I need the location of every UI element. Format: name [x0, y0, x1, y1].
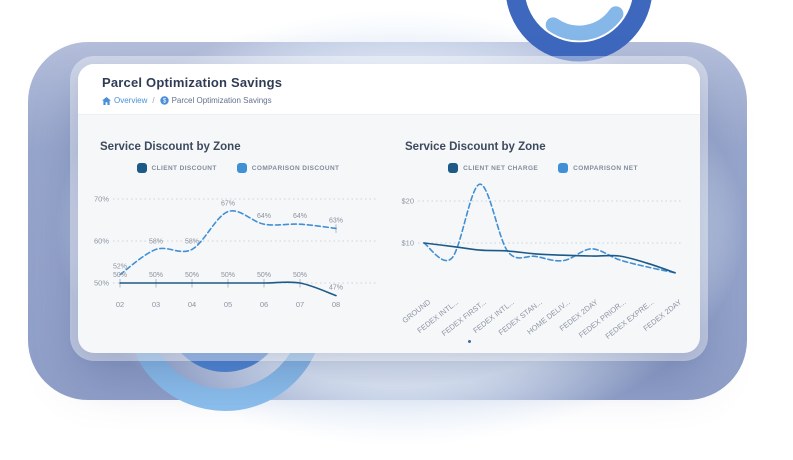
- svg-text:04: 04: [188, 300, 196, 309]
- svg-text:50%: 50%: [221, 272, 235, 279]
- svg-text:60%: 60%: [94, 237, 109, 246]
- client-discount-label: CLIENT DISCOUNT: [151, 164, 217, 172]
- svg-text:70%: 70%: [94, 195, 109, 204]
- svg-text:47%: 47%: [329, 285, 343, 292]
- home-icon: [102, 96, 111, 105]
- breadcrumb-current: $ Parcel Optimization Savings: [159, 96, 272, 105]
- svg-text:FEDEX EXPRE...: FEDEX EXPRE...: [604, 297, 656, 340]
- svg-text:63%: 63%: [329, 217, 343, 224]
- savings-icon: $: [159, 96, 169, 105]
- breadcrumb-overview-label: Overview: [114, 96, 148, 105]
- svg-text:03: 03: [152, 300, 160, 309]
- svg-text:50%: 50%: [257, 272, 271, 279]
- card-body: Service Discount by Zone CLIENT DISCOUNT…: [78, 115, 700, 343]
- svg-text:05: 05: [224, 300, 232, 309]
- comparison-discount-label: COMPARISON DISCOUNT: [251, 164, 340, 172]
- page-title: Parcel Optimization Savings: [102, 75, 283, 90]
- svg-text:58%: 58%: [149, 238, 163, 245]
- svg-text:08: 08: [332, 300, 340, 309]
- svg-text:02: 02: [116, 300, 124, 309]
- breadcrumb-current-label: Parcel Optimization Savings: [171, 96, 272, 105]
- svg-text:50%: 50%: [94, 279, 109, 288]
- discount-chart-panel: Service Discount by Zone CLIENT DISCOUNT…: [93, 141, 383, 337]
- legend-client-discount[interactable]: CLIENT DISCOUNT: [136, 163, 217, 173]
- net-charge-chart-legend: CLIENT NET CHARGE COMPARISON NET: [398, 162, 688, 174]
- card-header: Parcel Optimization Savings Overview / $…: [78, 64, 700, 115]
- net-charge-chart-panel: Service Discount by Zone CLIENT NET CHAR…: [383, 141, 688, 341]
- legend-comparison-discount[interactable]: COMPARISON DISCOUNT: [236, 163, 340, 173]
- comparison-net-swatch-icon: [558, 163, 569, 173]
- svg-text:64%: 64%: [293, 213, 307, 220]
- svg-text:06: 06: [260, 300, 268, 309]
- chart-footer-dot: [468, 340, 471, 343]
- discount-chart-legend: CLIENT DISCOUNT COMPARISON DISCOUNT: [93, 162, 383, 174]
- svg-text:50%: 50%: [293, 272, 307, 279]
- client-discount-swatch-icon: [136, 163, 147, 173]
- breadcrumb-overview[interactable]: Overview: [102, 96, 147, 105]
- svg-text:52%: 52%: [113, 264, 127, 271]
- svg-text:50%: 50%: [113, 272, 127, 279]
- svg-text:67%: 67%: [221, 201, 235, 208]
- top-right-arc-icon: [545, 6, 624, 41]
- comparison-net-label: COMPARISON NET: [573, 164, 638, 172]
- svg-text:07: 07: [296, 300, 304, 309]
- content-card: Parcel Optimization Savings Overview / $…: [78, 64, 700, 353]
- breadcrumb: Overview / $ Parcel Optimization Savings: [102, 96, 676, 105]
- discount-chart-title: Service Discount by Zone: [100, 141, 241, 153]
- svg-text:58%: 58%: [185, 238, 199, 245]
- client-net-charge-label: CLIENT NET CHARGE: [463, 164, 539, 172]
- legend-comparison-net[interactable]: COMPARISON NET: [558, 163, 638, 173]
- service-discount-chart[interactable]: 50% 60% 70% 02 03 04 05 06 07 08 50% 50% 50% 50% 50% 50…: [93, 179, 383, 311]
- breadcrumb-separator: /: [152, 96, 155, 105]
- legend-client-net-charge[interactable]: CLIENT NET CHARGE: [448, 163, 538, 173]
- svg-text:50%: 50%: [185, 272, 199, 279]
- svg-text:50%: 50%: [149, 272, 163, 279]
- net-charge-chart-title: Service Discount by Zone: [405, 141, 546, 153]
- svg-text:$20: $20: [401, 197, 414, 206]
- svg-text:64%: 64%: [257, 213, 271, 220]
- client-net-charge-swatch-icon: [448, 163, 459, 173]
- comparison-discount-swatch-icon: [236, 163, 247, 173]
- svg-text:$: $: [162, 99, 166, 105]
- svg-text:$10: $10: [401, 239, 414, 248]
